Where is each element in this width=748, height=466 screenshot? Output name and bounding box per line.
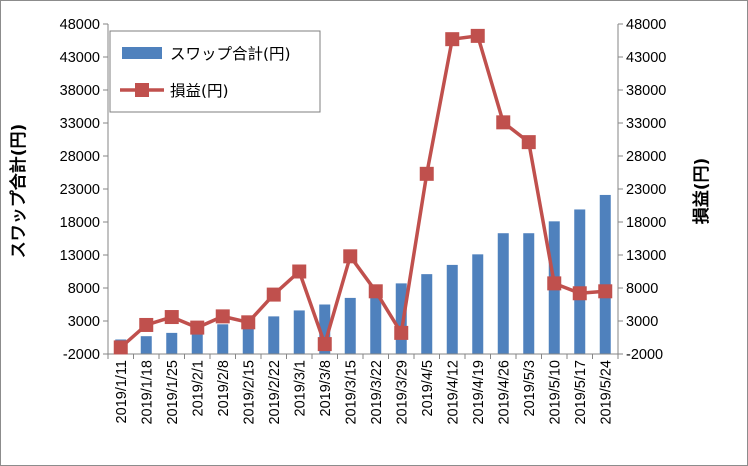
x-tick-label: 2019/4/12 [445,360,461,425]
y-axis-title: スワップ合計(円) [8,124,29,259]
x-tick-label: 2019/4/26 [496,360,512,425]
right-tick-label: 23000 [626,182,666,198]
swap-bar [217,324,229,354]
legend: スワップ合計(円) 損益(円) [109,30,321,113]
legend-box [109,30,321,113]
legend-label-pnl: 損益(円) [170,82,229,100]
swap-bar [523,233,535,354]
legend-marker-swatch [135,83,149,97]
x-axis-ticks: 2019/1/11 2019/1/18 2019/1/25 2019/2/1 2019/… [114,360,615,425]
right-tick-label: 13000 [626,248,666,264]
pnl-point [598,284,613,299]
pnl-point [317,337,332,352]
y2-axis-title: 損益(円) [691,158,712,225]
swap-bar [191,328,203,354]
x-tick-label: 2019/5/10 [547,360,563,425]
x-tick-label: 2019/2/15 [241,360,257,425]
swap-bar [166,332,178,354]
x-tick-label: 2019/3/8 [318,360,334,416]
left-tick-label: 3000 [68,314,100,330]
pnl-point [241,315,256,330]
axes [103,23,623,359]
pnl-point [190,320,205,335]
x-tick-label: 2019/2/1 [190,360,206,416]
right-tick-label: 38000 [626,83,666,99]
x-tick-label: 2019/2/22 [267,360,283,425]
right-tick-label: 43000 [626,50,666,66]
swap-bar [497,233,509,354]
left-axis-ticks: 48000 43000 38000 33000 28000 23000 18000 13000… [60,17,100,363]
pnl-point [521,135,536,150]
x-tick-label: 2019/5/3 [522,360,538,416]
x-tick-label: 2019/3/29 [394,360,410,425]
left-tick-label: 43000 [60,50,100,66]
pnl-point [572,286,587,301]
x-tick-label: 2019/5/24 [598,360,614,425]
swap-bar [140,336,152,354]
swap-bar [293,310,305,354]
right-axis-ticks: 48000 43000 38000 33000 28000 23000 18000 13000… [626,17,666,363]
swap-bar [370,291,382,354]
swap-bar [421,274,433,354]
swap-bar [268,316,280,354]
pnl-point [470,28,485,43]
right-tick-label: 3000 [626,314,658,330]
left-tick-label: 38000 [60,83,100,99]
swap-bar [574,209,586,354]
left-tick-label: -2000 [63,347,100,363]
legend-bar-swatch [122,47,162,59]
legend-label-swap: スワップ合計(円) [170,45,291,63]
right-tick-label: 18000 [626,215,666,231]
pnl-point [266,287,281,302]
pnl-point [419,166,434,181]
x-tick-label: 2019/1/11 [114,360,130,423]
right-tick-label: 8000 [626,281,658,297]
x-tick-label: 2019/5/17 [573,360,589,425]
x-tick-label: 2019/4/5 [420,360,436,416]
x-tick-label: 2019/3/22 [369,360,385,425]
swap-bar [472,254,484,354]
pnl-point [343,249,358,264]
pnl-point [547,276,562,291]
swap-bar [395,283,407,354]
pnl-point [113,340,128,355]
right-tick-label: 48000 [626,17,666,33]
left-tick-label: 28000 [60,149,100,165]
left-tick-label: 48000 [60,17,100,33]
x-tick-label: 2019/3/1 [292,360,308,416]
pnl-point [292,264,307,279]
swap-bar [319,304,331,354]
swap-bar [242,322,254,354]
left-tick-label: 23000 [60,182,100,198]
left-tick-label: 13000 [60,248,100,264]
swap-bar [344,297,356,354]
right-tick-label: 28000 [626,149,666,165]
pnl-point [496,115,511,130]
swap-bar [446,264,458,354]
x-tick-label: 2019/1/25 [165,360,181,425]
pnl-point [215,309,230,324]
x-tick-label: 2019/4/19 [471,360,487,425]
x-tick-label: 2019/3/15 [343,360,359,425]
left-tick-label: 33000 [60,116,100,132]
pnl-point [368,284,383,299]
swap-bar [599,194,611,354]
pnl-point [445,32,460,47]
left-tick-label: 18000 [60,215,100,231]
x-tick-label: 2019/2/8 [216,360,232,416]
left-tick-label: 8000 [68,281,100,297]
x-tick-label: 2019/1/18 [139,360,155,425]
right-tick-label: -2000 [626,347,663,363]
right-tick-label: 33000 [626,116,666,132]
pnl-point [139,317,154,332]
pnl-point [164,310,179,325]
pnl-line [113,28,613,355]
pnl-point [394,325,409,340]
